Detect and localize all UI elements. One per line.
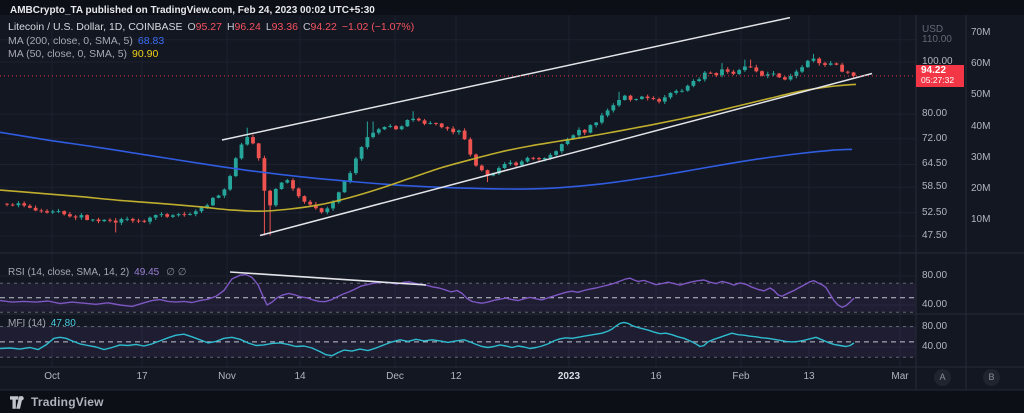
change-value: −1.02 (−1.07%) <box>341 21 415 33</box>
ma50-line <box>0 83 857 213</box>
ohlc-key: H <box>226 21 235 33</box>
attribution-bar: AMBCrypto_TA published on TradingView.co… <box>0 0 1024 16</box>
rsi-smoothing-values: ∅ ∅ <box>166 267 187 278</box>
rsi-label: RSI (14, close, SMA, 14, 2) <box>8 267 130 278</box>
rsi-line <box>0 273 855 308</box>
mfi-value: 47.80 <box>50 318 76 329</box>
ma200-value: 68.83 <box>137 34 165 47</box>
rsi-band <box>0 282 916 313</box>
last-price-value: 94.22 <box>921 65 947 76</box>
rsi-legend-row[interactable]: RSI (14, close, SMA, 14, 2) 49.45 ∅ ∅ <box>8 267 186 278</box>
ma50-value: 90.90 <box>132 48 159 60</box>
footer-bar: TradingView <box>0 390 1024 413</box>
ohlc-value: 94.22 <box>310 21 337 33</box>
ma50-legend-row[interactable]: MA (50, close, 0, SMA, 5) 90.90 <box>8 48 414 62</box>
ma200-legend-row[interactable]: MA (200, close, 0, SMA, 5) 68.83 <box>8 35 414 49</box>
channel-trendlines[interactable] <box>221 16 873 237</box>
symbol-title: Litecoin / U.S. Dollar, 1D, COINBASE <box>8 21 183 33</box>
mfi-band <box>0 326 916 358</box>
tradingview-brand[interactable]: TradingView <box>31 395 104 409</box>
scale-button-a[interactable]: A <box>934 369 951 386</box>
mfi-legend-row[interactable]: MFI (14) 47.80 <box>8 318 76 329</box>
ohlc-value: 93.36 <box>271 21 298 33</box>
ohlc-values: O95.27 H96.24 L93.36 C94.22 <box>182 21 336 33</box>
ohlc-key: L <box>265 21 272 33</box>
symbol-row[interactable]: Litecoin / U.S. Dollar, 1D, COINBASE O95.… <box>8 21 414 35</box>
rsi-value: 49.45 <box>134 267 160 278</box>
mfi-label: MFI (14) <box>8 318 46 329</box>
ma50-label: MA (50, close, 0, SMA, 5) <box>8 48 128 60</box>
ohlc-value: 95.27 <box>195 21 222 33</box>
tradingview-logo-icon[interactable] <box>10 395 25 409</box>
rsi-pane <box>0 271 855 308</box>
chart-legend: Litecoin / U.S. Dollar, 1D, COINBASE O95.… <box>8 21 414 62</box>
bar-countdown: 05:27:32 <box>921 75 955 85</box>
mfi-line <box>0 321 855 357</box>
ohlc-value: 96.24 <box>234 21 261 33</box>
last-price-tag: 94.22 05:27:32 <box>916 65 964 87</box>
scale-button-b[interactable]: B <box>983 369 1000 386</box>
ohlc-key: C <box>302 21 311 33</box>
attribution-text: AMBCrypto_TA published on TradingView.co… <box>10 5 375 16</box>
ohlc-key: O <box>187 21 196 33</box>
mfi-pane <box>0 321 855 357</box>
ma200-label: MA (200, close, 0, SMA, 5) <box>8 34 133 47</box>
ma200-line <box>0 131 853 190</box>
moving-averages <box>0 83 857 213</box>
rsi-trendline <box>229 271 427 286</box>
